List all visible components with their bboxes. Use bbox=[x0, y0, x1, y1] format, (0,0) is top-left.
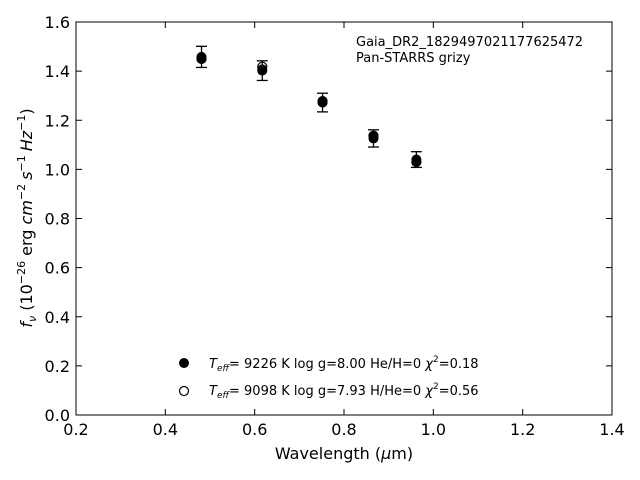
model-point-filled bbox=[411, 157, 422, 168]
legend-marker-filled bbox=[179, 358, 189, 368]
model-point-filled bbox=[196, 53, 207, 64]
legend: Teff= 9226 K log g=8.00 He/H=0 χ2=0.18 T… bbox=[178, 355, 479, 401]
legend-marker-open bbox=[178, 385, 190, 397]
x-axis-title: Wavelength (µm) bbox=[275, 444, 413, 463]
legend-entry-2: Teff= 9098 K log g=7.93 H/He=0 χ2=0.56 bbox=[209, 382, 479, 401]
y-tick-label: 0.0 bbox=[45, 406, 70, 425]
x-tick-label: 1.0 bbox=[421, 420, 446, 439]
x-tick-label: 1.4 bbox=[599, 420, 624, 439]
y-tick-label: 0.2 bbox=[45, 357, 70, 376]
y-tick-label: 1.6 bbox=[45, 13, 70, 32]
legend-entry-1: Teff= 9226 K log g=8.00 He/H=0 χ2=0.18 bbox=[209, 355, 479, 374]
y-tick-label: 0.8 bbox=[45, 210, 70, 229]
model-point-filled bbox=[317, 96, 328, 107]
y-tick-label: 1.4 bbox=[45, 62, 70, 81]
x-tick-label: 0.2 bbox=[63, 420, 88, 439]
y-tick-label: 1.2 bbox=[45, 111, 70, 130]
x-tick-label: 0.6 bbox=[242, 420, 267, 439]
y-tick-label: 1.0 bbox=[45, 160, 70, 179]
y-tick-label: 0.4 bbox=[45, 308, 70, 327]
x-tick-label: 1.2 bbox=[510, 420, 535, 439]
data-points bbox=[196, 45, 422, 169]
x-tick-label: 0.4 bbox=[153, 420, 178, 439]
y-axis: 0.0 0.2 0.4 0.6 0.8 1.0 1.2 1.4 1.6 bbox=[45, 13, 612, 425]
annotation-object-name: Gaia_DR2_1829497021177625472 bbox=[356, 35, 583, 50]
y-axis-title: fν (10−26 erg cm−2s−1Hz−1) bbox=[15, 108, 39, 327]
y-tick-label: 0.6 bbox=[45, 259, 70, 278]
x-tick-label: 0.8 bbox=[331, 420, 356, 439]
model-point-filled bbox=[257, 64, 268, 75]
model-point-filled bbox=[368, 131, 379, 142]
annotation-survey: Pan-STARRS grizy bbox=[356, 51, 471, 66]
x-axis: 0.2 0.4 0.6 0.8 1.0 1.2 1.4 bbox=[63, 22, 625, 439]
